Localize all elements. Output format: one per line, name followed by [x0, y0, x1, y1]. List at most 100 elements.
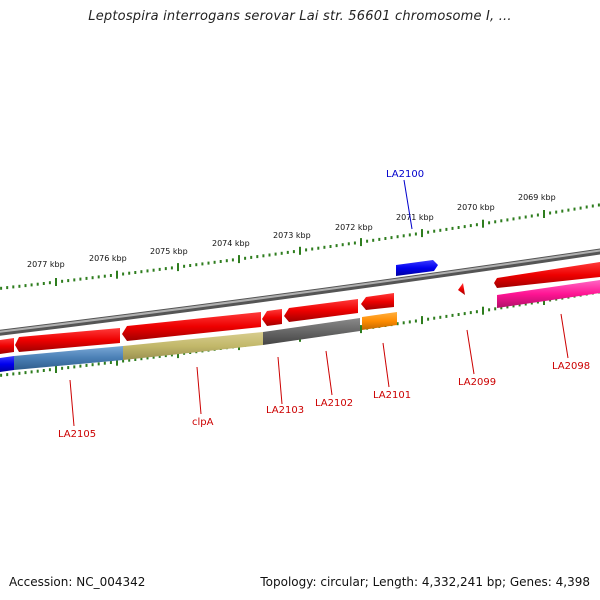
- kbp-label: 2074 kbp: [212, 239, 250, 248]
- gene-label-clpA[interactable]: clpA: [192, 417, 214, 428]
- gene-labels: LA2100 LA2105 clpA LA2103 LA2102 LA2101 …: [58, 169, 590, 440]
- minor-tick: [323, 245, 326, 249]
- accession-text: Accession: NC_004342: [9, 575, 146, 589]
- minor-tick: [158, 354, 161, 358]
- minor-tick: [170, 266, 173, 270]
- minor-tick: [140, 357, 143, 361]
- minor-tick: [18, 284, 21, 288]
- minor-tick: [469, 224, 472, 228]
- major-tick: [360, 325, 362, 334]
- minor-tick: [97, 362, 100, 366]
- minor-tick: [488, 221, 491, 225]
- gene-LA2100-feature[interactable]: [396, 260, 438, 276]
- minor-tick: [201, 262, 204, 266]
- minor-tick: [91, 276, 94, 280]
- minor-tick: [414, 319, 417, 323]
- gene-LA2105-feature[interactable]: [15, 328, 120, 352]
- minor-tick: [12, 285, 15, 289]
- major-tick: [360, 238, 362, 247]
- minor-tick: [79, 277, 82, 281]
- minor-tick: [414, 232, 417, 236]
- minor-tick: [353, 241, 356, 245]
- major-tick: [55, 278, 57, 286]
- map-title: Leptospira interrogans serovar Lai str. …: [88, 9, 512, 24]
- gene-feature[interactable]: [0, 338, 14, 354]
- gene-label-LA2099[interactable]: LA2099: [458, 377, 496, 388]
- label-leader-lines: [69, 179, 569, 427]
- minor-tick: [567, 208, 570, 212]
- gene-LA2099-feature[interactable]: [458, 283, 465, 295]
- minor-tick: [524, 215, 527, 219]
- gene-clpA-feature[interactable]: [122, 312, 261, 341]
- minor-tick: [244, 256, 247, 260]
- gene-label-LA2105[interactable]: LA2105: [58, 429, 96, 440]
- minor-tick: [170, 353, 173, 357]
- minor-tick: [573, 207, 576, 211]
- minor-tick: [439, 228, 442, 232]
- minor-tick: [536, 213, 539, 217]
- minor-tick: [24, 284, 27, 288]
- minor-tick: [103, 361, 106, 365]
- minor-tick: [433, 316, 436, 320]
- major-tick: [543, 210, 545, 218]
- minor-tick: [85, 276, 88, 280]
- minor-tick: [549, 211, 552, 215]
- minor-tick: [341, 243, 344, 247]
- minor-tick: [48, 368, 51, 372]
- minor-tick: [48, 281, 51, 285]
- minor-tick: [451, 226, 454, 230]
- minor-tick: [402, 234, 405, 238]
- minor-tick: [408, 320, 411, 324]
- minor-tick: [213, 260, 216, 264]
- minor-tick: [91, 363, 94, 367]
- minor-tick: [274, 252, 277, 256]
- minor-tick: [524, 302, 527, 306]
- gene-label-LA2103[interactable]: LA2103: [266, 405, 304, 416]
- minor-tick: [207, 261, 210, 265]
- gene-label-LA2102[interactable]: LA2102: [315, 398, 353, 409]
- band-segment: [362, 312, 397, 330]
- minor-tick: [329, 245, 332, 248]
- minor-tick: [427, 230, 430, 234]
- minor-tick: [67, 279, 70, 283]
- minor-tick: [561, 209, 564, 213]
- minor-tick: [286, 250, 289, 254]
- gene-label-LA2100[interactable]: LA2100: [386, 169, 424, 180]
- minor-tick: [195, 263, 198, 267]
- major-tick: [116, 270, 118, 279]
- major-tick: [116, 357, 118, 366]
- major-tick: [482, 219, 484, 228]
- forward-strand-features: [396, 260, 600, 288]
- minor-tick: [597, 203, 600, 207]
- minor-tick: [335, 244, 338, 248]
- minor-tick: [366, 239, 369, 243]
- minor-tick: [18, 371, 21, 375]
- minor-tick: [292, 250, 295, 254]
- minor-tick: [128, 358, 131, 362]
- gene-label-LA2101[interactable]: LA2101: [373, 390, 411, 401]
- minor-tick: [183, 264, 186, 268]
- gene-LA2103-feature[interactable]: [262, 309, 282, 326]
- major-tick: [421, 316, 423, 325]
- minor-tick: [579, 206, 582, 210]
- gene-LA2102-feature[interactable]: [284, 299, 358, 322]
- gene-feature-right[interactable]: [494, 262, 600, 288]
- minor-tick: [347, 242, 350, 246]
- minor-tick: [506, 218, 509, 222]
- minor-tick: [451, 313, 454, 317]
- minor-tick: [305, 248, 308, 252]
- minor-tick: [109, 274, 112, 277]
- minor-tick: [445, 314, 448, 318]
- minor-tick: [591, 204, 594, 208]
- minor-tick: [0, 286, 3, 290]
- minor-tick: [427, 317, 430, 321]
- gene-LA2101-feature[interactable]: [361, 293, 394, 310]
- minor-tick: [73, 365, 76, 369]
- gene-label-LA2098[interactable]: LA2098: [552, 361, 590, 372]
- minor-tick: [445, 227, 448, 231]
- minor-tick: [439, 315, 442, 319]
- minor-tick: [152, 355, 155, 359]
- minor-tick: [512, 304, 515, 308]
- minor-tick: [488, 308, 491, 312]
